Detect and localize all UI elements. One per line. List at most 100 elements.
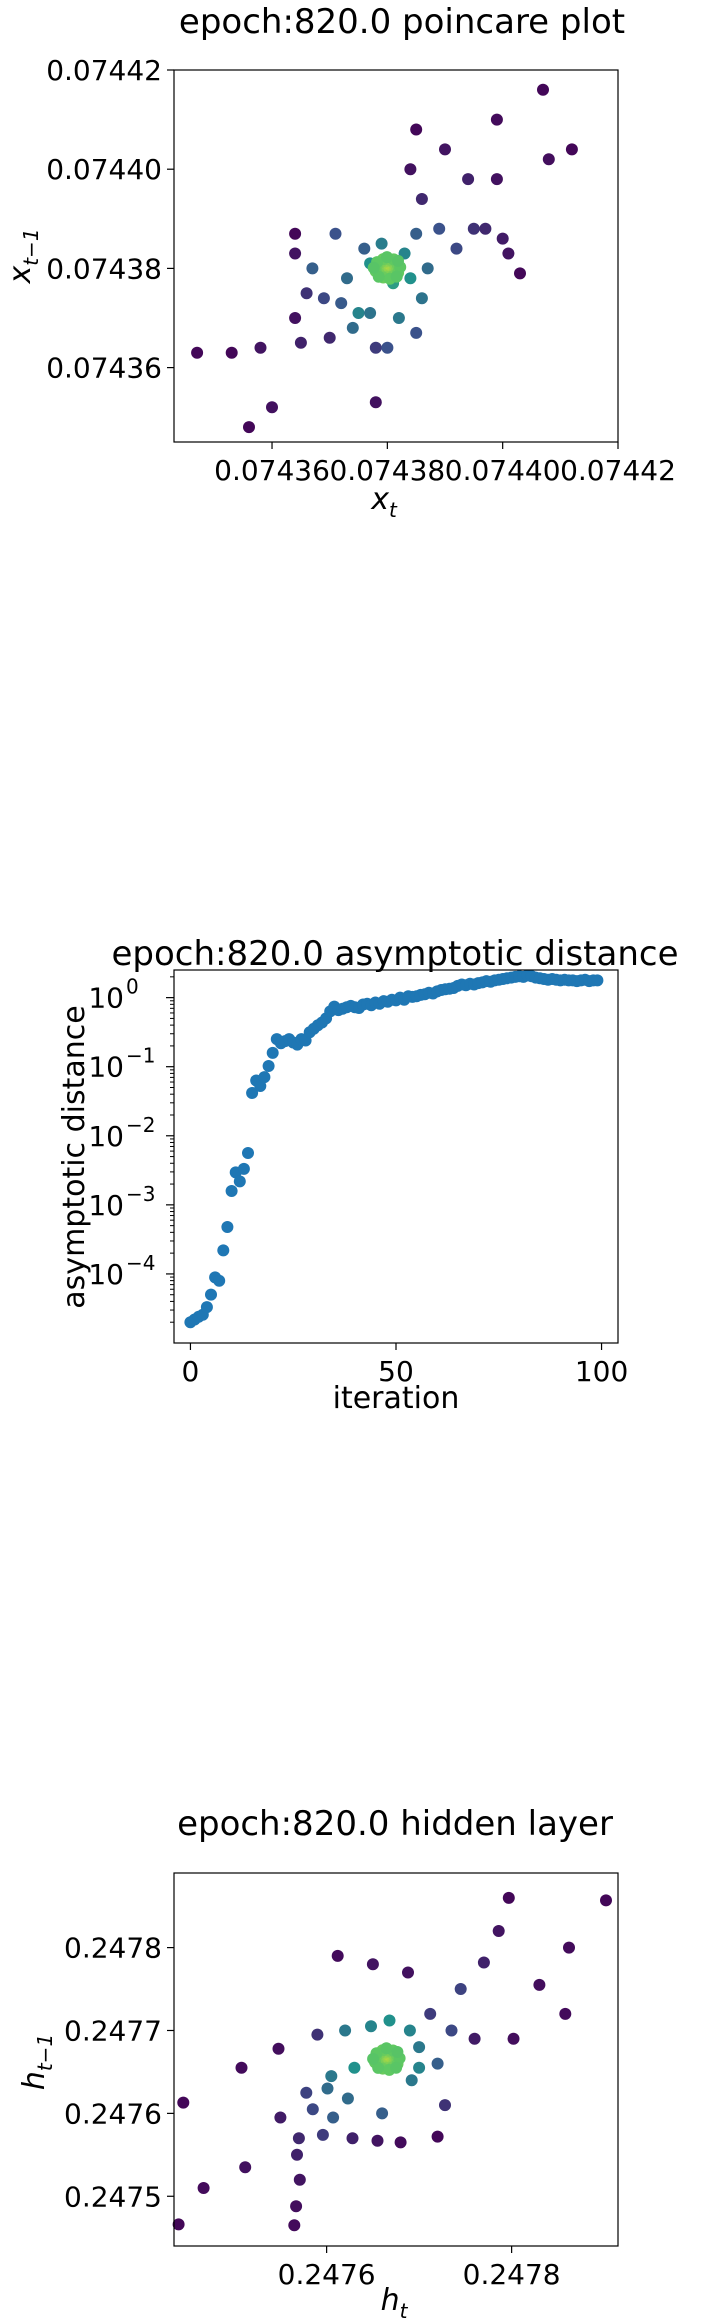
data-point [380,2042,392,2054]
data-point [358,243,370,255]
data-point [376,2107,388,2119]
data-point [255,342,267,354]
data-point [381,251,393,263]
data-point [491,173,503,185]
data-point [293,2132,305,2144]
data-point [289,312,301,324]
y-tick-label: 0.07442 [46,54,162,87]
data-point [289,248,301,260]
data-point [478,1957,490,1969]
data-point [503,1892,515,1904]
data-point [332,1950,344,1962]
data-point [341,272,353,284]
y-tick-label: 10 [88,1189,124,1222]
data-point [491,114,503,126]
y-tick-label: 10 [88,1120,124,1153]
data-point [479,223,491,235]
data-point [404,272,416,284]
x-axis-ticks: 0.07436 0.07438 0.07440 0.07442 [214,442,676,487]
data-point [288,2219,300,2231]
data-point [416,292,428,304]
data-point [330,228,342,240]
data-point [537,84,549,96]
data-point [591,974,603,986]
data-point [413,2041,425,2053]
y-axis-ticks: 0.24750.24760.24770.2478 [64,1932,174,2214]
data-point [306,262,318,274]
data-point [236,2062,248,2074]
data-point [348,2062,360,2074]
data-point [267,1047,279,1059]
data-point [402,1967,414,1979]
y-axis-label: ht−1 [17,2034,57,2090]
data-point [364,307,376,319]
x-axis-ticks: 0.2476 0.2478 [278,2246,561,2291]
data-point [177,2097,189,2109]
x-tick-label: 0.2478 [463,2258,561,2291]
data-point [566,143,578,155]
data-point [353,307,365,319]
data-point [347,2132,359,2144]
data-point [213,1275,225,1287]
distance-points [184,970,603,1329]
chart-title: epoch:820.0 hidden layer [177,1804,613,1844]
data-point [311,2029,323,2041]
y-tick-label: 0.2477 [64,2014,162,2047]
data-point [198,2182,210,2194]
data-point [406,2074,418,2086]
data-point [514,267,526,279]
data-point [563,1942,575,1954]
data-point [294,2174,306,2186]
data-point [381,342,393,354]
data-point [290,2200,302,2212]
data-point [404,163,416,175]
data-point [266,401,278,413]
y-tick-label: 0.07436 [46,352,162,385]
data-point [201,1301,213,1313]
data-point [234,1175,246,1187]
chart-title: epoch:820.0 poincare plot [179,2,625,42]
data-point [300,2087,312,2099]
data-point [238,1163,250,1175]
y-tick-label: 0.07440 [46,153,162,186]
data-point [502,248,514,260]
hidden-layer-chart: epoch:820.0 hidden layer 0.2476 0.2478 0.… [17,1804,618,2323]
data-point [372,2135,384,2147]
poincare-points [191,84,578,433]
y-tick-exponent: −2 [126,1113,155,1137]
data-point [439,143,451,155]
data-point [376,238,388,250]
data-point [432,2131,444,2143]
data-point [289,228,301,240]
data-point [410,327,422,339]
data-point [370,342,382,354]
data-point [439,2099,451,2111]
data-point [365,2020,377,2032]
y-tick-label: 0.2475 [64,2180,162,2213]
y-axis-ticks: 0.07436 0.07438 0.07440 0.07442 [46,54,174,385]
x-tick-label: 100 [575,1355,628,1388]
data-point [335,297,347,309]
data-point [468,223,480,235]
data-point [226,347,238,359]
data-point [395,2136,407,2148]
y-tick-label: 0.2476 [64,2097,162,2130]
x-axis-label: iteration [333,1381,460,1416]
data-point [433,223,445,235]
y-axis-label: asymptotic distance [57,1005,92,1308]
data-point [393,312,405,324]
data-point [600,1894,612,1906]
y-tick-exponent: −3 [126,1182,155,1206]
data-point [243,421,255,433]
plot-frame [174,970,618,1343]
data-point [274,2112,286,2124]
x-tick-label: 0.07440 [445,454,561,487]
data-point [226,1185,238,1197]
y-tick-label: 10 [88,1258,124,1291]
data-point [508,2033,520,2045]
data-point [263,1060,275,1072]
data-point [205,1289,217,1301]
data-point [543,153,555,165]
data-point [370,396,382,408]
